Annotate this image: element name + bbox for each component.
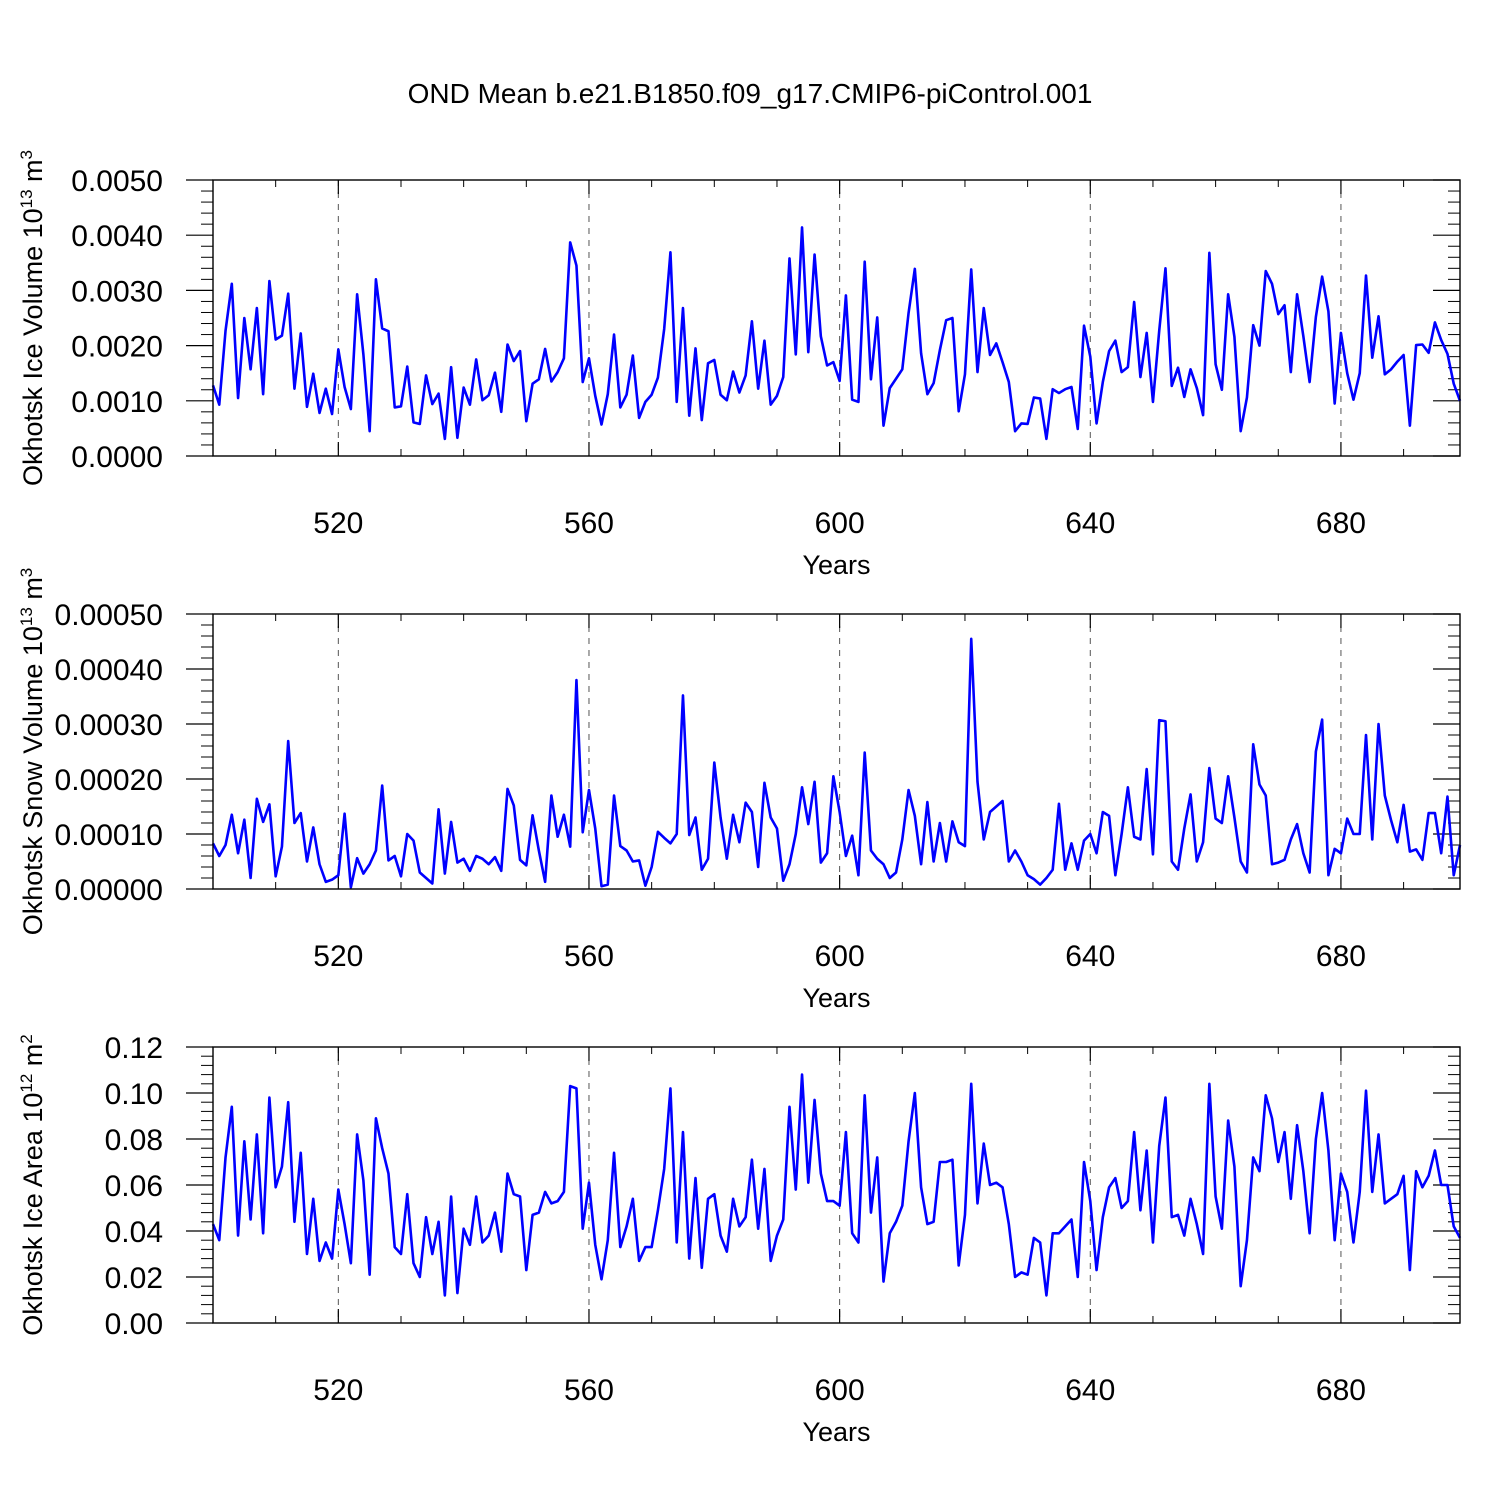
ice-volume-panel: 520 560 600 640 680 0.0000 0.0010 0.0020 0.0030 0… <box>17 150 1462 580</box>
ice-area-x-tick-label: 680 <box>1316 1374 1366 1407</box>
ice-volume-y-axis-label-exponent: 13 <box>17 189 36 208</box>
ice-area-panel: 520 560 600 640 680 0.00 0.02 0.04 0.06 0.08 0.10 0… <box>17 1032 1462 1447</box>
ice-area-y-tick-label: 0.04 <box>105 1216 163 1249</box>
ice-volume-x-tick-label: 640 <box>1065 507 1115 540</box>
ice-area-y-tick-label: 0.00 <box>105 1308 163 1341</box>
ice-area-frame <box>212 1046 1461 1324</box>
snow-volume-y-tick-label: 0.00000 <box>55 874 163 907</box>
ice-volume-x-tick-label: 600 <box>815 507 865 540</box>
snow-volume-y-tick-label: 0.00050 <box>55 599 163 632</box>
ice-area-x-tick-label: 560 <box>564 1374 614 1407</box>
ice-area-y-axis-label-main: Okhotsk Ice Area 10 <box>18 1093 48 1336</box>
ice-volume-y-axis-label-unit-exponent: 3 <box>17 150 36 159</box>
ice-volume-x-tick-label: 520 <box>313 507 363 540</box>
ice-area-y-tick-label: 0.02 <box>105 1262 163 1295</box>
ice-volume-x-tick-label: 680 <box>1316 507 1366 540</box>
snow-volume-y-tick-label: 0.00020 <box>55 764 163 797</box>
ice-area-y-tick-label: 0.10 <box>105 1078 163 1111</box>
ice-volume-y-tick-label: 0.0020 <box>71 331 163 364</box>
snow-volume-y-tick-label: 0.00040 <box>55 654 163 687</box>
snow-volume-y-axis-label-exponent: 13 <box>17 607 36 626</box>
ice-volume-y-tick-label: 0.0040 <box>71 220 163 253</box>
snow-volume-y-axis-label: Okhotsk Snow Volume 1013 m3 <box>17 568 48 936</box>
ice-area-x-axis-label: Years <box>802 1417 870 1447</box>
snow-volume-x-axis-label: Years <box>802 983 870 1013</box>
ice-volume-y-axis-label-unit: m <box>18 159 48 189</box>
snow-volume-x-tick-label: 560 <box>564 940 614 973</box>
snow-volume-y-tick-label: 0.00010 <box>55 819 163 852</box>
ice-area-series-line <box>211 1073 1462 1297</box>
ice-volume-y-tick-label: 0.0030 <box>71 275 163 308</box>
chart-title: OND Mean b.e21.B1850.f09_g17.CMIP6-piCon… <box>408 78 1093 109</box>
snow-volume-y-axis-label-unit: m <box>18 577 48 607</box>
snow-volume-series-line <box>211 637 1462 889</box>
ice-volume-y-tick-label: 0.0050 <box>71 165 163 198</box>
ice-area-y-axis-label-unit: m <box>18 1044 48 1074</box>
snow-volume-y-axis-label-main: Okhotsk Snow Volume 10 <box>18 626 48 935</box>
ice-volume-x-axis-label: Years <box>802 550 870 580</box>
ice-area-y-tick-label: 0.12 <box>105 1032 163 1065</box>
snow-volume-frame <box>212 613 1461 890</box>
ice-volume-y-tick-label: 0.0010 <box>71 386 163 419</box>
ice-volume-y-axis-label: Okhotsk Ice Volume 1013 m3 <box>17 150 48 486</box>
snow-volume-x-tick-label: 600 <box>815 940 865 973</box>
ice-area-x-tick-label: 520 <box>313 1374 363 1407</box>
ice-area-x-tick-label: 600 <box>815 1374 865 1407</box>
snow-volume-y-axis-label-unit-exponent: 3 <box>17 568 36 577</box>
snow-volume-x-tick-label: 520 <box>313 940 363 973</box>
ice-volume-y-tick-label: 0.0000 <box>71 441 163 474</box>
ice-area-y-tick-label: 0.08 <box>105 1124 163 1157</box>
ice-volume-y-axis-label-main: Okhotsk Ice Volume 10 <box>18 208 48 486</box>
ice-area-y-axis-label-unit-exponent: 2 <box>17 1034 36 1043</box>
snow-volume-x-tick-label: 640 <box>1065 940 1115 973</box>
ice-area-y-tick-label: 0.06 <box>105 1170 163 1203</box>
snow-volume-y-tick-label: 0.00030 <box>55 709 163 742</box>
ice-volume-series-line <box>211 226 1462 441</box>
ice-volume-frame <box>212 179 1461 457</box>
ice-area-y-axis-label: Okhotsk Ice Area 1012 m2 <box>17 1034 48 1336</box>
ice-area-y-axis-label-exponent: 12 <box>17 1074 36 1093</box>
ice-area-x-tick-label: 640 <box>1065 1374 1115 1407</box>
ice-volume-x-tick-label: 560 <box>564 507 614 540</box>
snow-volume-panel: 520 560 600 640 680 0.00000 0.00010 0.00020 0.00… <box>17 568 1462 1013</box>
snow-volume-x-tick-label: 680 <box>1316 940 1366 973</box>
